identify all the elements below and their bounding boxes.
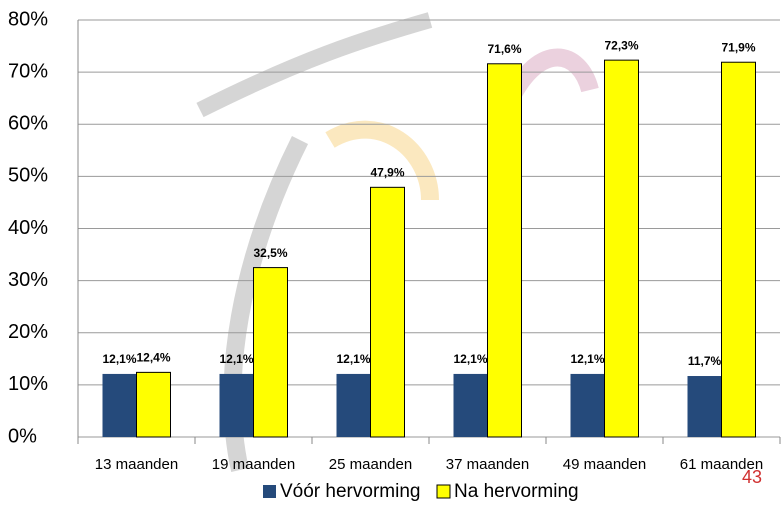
x-tick-label: 61 maanden (680, 456, 763, 473)
bar (219, 373, 254, 437)
value-label: 71,6% (487, 42, 521, 56)
page-number: 43 (742, 467, 762, 487)
x-tick-label: 37 maanden (446, 456, 529, 473)
y-tick-label: 40% (8, 217, 48, 239)
bar (102, 373, 137, 437)
y-tick-label: 70% (8, 60, 48, 82)
watermark-swoosh (196, 12, 433, 118)
watermark-swoosh (325, 120, 439, 201)
value-label: 12,4% (136, 351, 170, 365)
bar (721, 61, 756, 438)
legend-swatch (436, 484, 451, 499)
value-label: 12,1% (102, 352, 136, 366)
value-label: 71,9% (721, 40, 755, 54)
bar (687, 376, 722, 437)
x-tick-label: 13 maanden (95, 456, 178, 473)
y-tick-label: 50% (8, 165, 48, 187)
legend-swatch (263, 485, 276, 498)
value-label: 12,1% (336, 352, 370, 366)
y-tick-label: 80% (8, 8, 48, 30)
y-tick-label: 60% (8, 113, 48, 135)
legend-label: Na hervorming (454, 481, 579, 502)
legend-label: Vóór hervorming (280, 481, 420, 502)
x-tick-label: 25 maanden (329, 456, 412, 473)
x-tick-label: 19 maanden (212, 456, 295, 473)
bar (136, 371, 171, 438)
value-label: 12,1% (219, 352, 253, 366)
y-tick-label: 20% (8, 321, 48, 343)
bar (487, 63, 522, 438)
y-tick-label: 30% (8, 269, 48, 291)
value-label: 72,3% (604, 38, 638, 52)
bar (604, 59, 639, 438)
y-tick-label: 0% (8, 425, 37, 447)
value-label: 11,7% (688, 354, 722, 368)
value-label: 47,9% (370, 165, 404, 179)
bar (253, 267, 288, 438)
y-tick-label: 10% (8, 373, 48, 395)
bar (453, 373, 488, 437)
bar (336, 373, 371, 437)
value-label: 12,1% (570, 352, 604, 366)
value-label: 32,5% (253, 246, 287, 260)
bar (370, 186, 405, 438)
x-tick-label: 49 maanden (563, 456, 646, 473)
bar (570, 373, 605, 437)
value-label: 12,1% (453, 352, 487, 366)
